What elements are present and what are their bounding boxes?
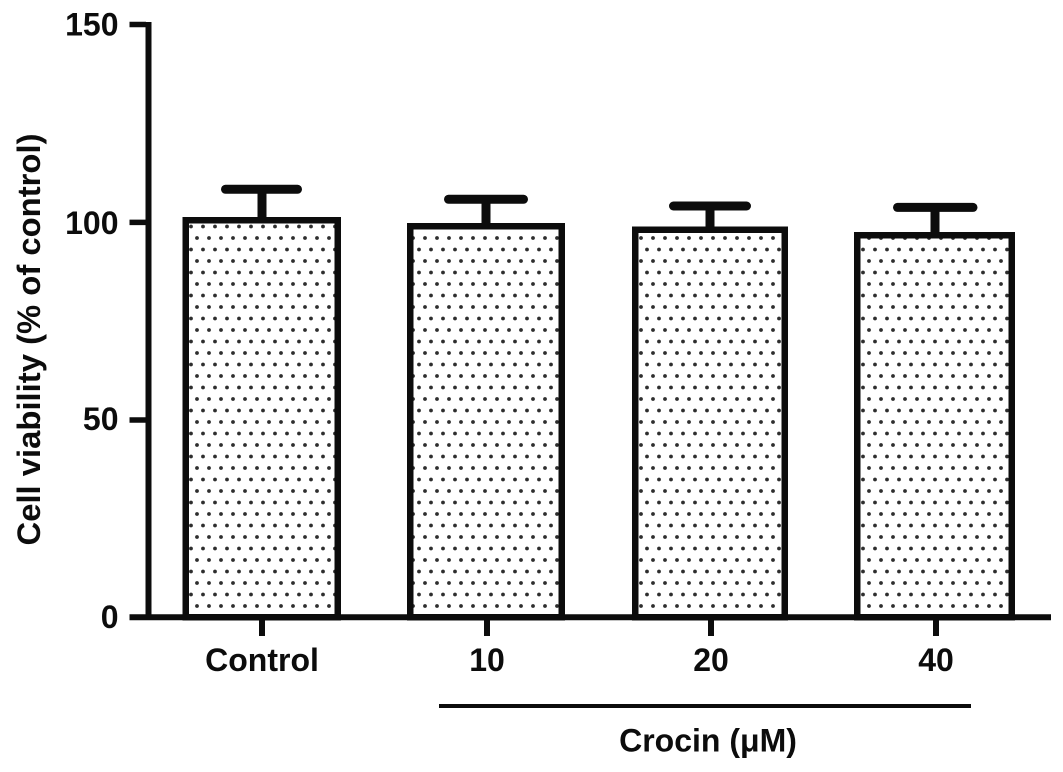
svg-text:150: 150 bbox=[65, 6, 118, 42]
svg-text:10: 10 bbox=[469, 642, 505, 678]
svg-text:50: 50 bbox=[83, 401, 119, 437]
svg-text:Control: Control bbox=[205, 642, 319, 678]
svg-text:20: 20 bbox=[693, 642, 729, 678]
svg-text:Cell viability (% of control): Cell viability (% of control) bbox=[11, 133, 47, 545]
svg-text:0: 0 bbox=[101, 599, 119, 635]
svg-text:100: 100 bbox=[65, 205, 118, 241]
svg-text:40: 40 bbox=[918, 642, 954, 678]
svg-text:Crocin (μM): Crocin (μM) bbox=[619, 723, 797, 759]
